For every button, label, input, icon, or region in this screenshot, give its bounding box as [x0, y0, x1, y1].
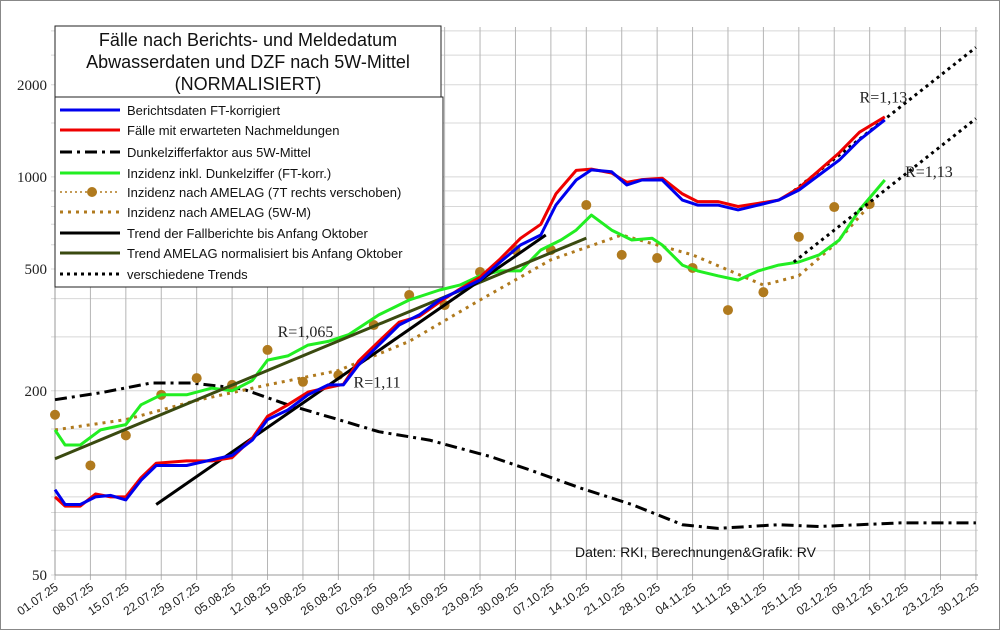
data-point — [50, 409, 60, 420]
legend-label: verschiedene Trends — [127, 267, 248, 282]
chart-title-line-2: Abwasserdaten und DZF nach 5W-Mittel — [86, 52, 410, 72]
legend: Berichtsdaten FT-korrigiert Fälle mit erw… — [54, 96, 444, 288]
legend-label: Inzidenz nach AMELAG (5W-M) — [127, 205, 311, 220]
data-point — [262, 344, 273, 355]
legend-label: Dunkelzifferfaktor aus 5W-Mittel — [127, 145, 311, 160]
series-line — [54, 381, 976, 530]
data-point — [616, 249, 627, 260]
chart-title-line-1: Fälle nach Berichts- und Meldedatum — [99, 30, 397, 50]
legend-label: Inzidenz inkl. Dunkelziffer (FT-korr.) — [127, 166, 331, 181]
data-point — [652, 253, 663, 264]
legend-label: Inzidenz nach AMELAG (7T rechts verschob… — [127, 185, 401, 200]
data-point — [758, 287, 769, 298]
y-tick-label: 2000 — [17, 78, 47, 94]
data-point — [297, 376, 308, 387]
annotation-label: R=1,13 — [860, 90, 908, 107]
series-line — [54, 204, 871, 432]
legend-label: Berichtsdaten FT-korrigiert — [127, 103, 281, 118]
legend-label: Trend der Fallberichte bis Anfang Oktobe… — [127, 226, 369, 241]
y-tick-label: 1000 — [17, 170, 47, 186]
data-point — [829, 202, 840, 213]
data-point — [722, 305, 733, 316]
data-point — [120, 430, 131, 441]
legend-label: Trend AMELAG normalisiert bis Anfang Okt… — [127, 246, 403, 261]
series-line — [54, 236, 587, 461]
data-point — [581, 200, 592, 211]
chart-title-box: Fälle nach Berichts- und Meldedatum Abwa… — [54, 25, 442, 98]
y-tick-label: 50 — [32, 568, 47, 584]
legend-label: Fälle mit erwarteten Nachmeldungen — [127, 123, 339, 138]
annotation-label: R=1,065 — [278, 324, 334, 341]
annotation-label: R=1,13 — [905, 164, 953, 181]
data-point — [404, 290, 415, 301]
chart-title-line-3: (NORMALISIERT) — [175, 74, 322, 94]
data-point — [85, 460, 96, 471]
series-line — [53, 118, 886, 506]
annotation-label: R=1,11 — [354, 374, 401, 391]
legend-marker — [87, 187, 97, 197]
y-tick-label: 200 — [25, 384, 48, 400]
source-note: Daten: RKI, Berechnungen&Grafik: RV — [575, 544, 817, 560]
data-point — [793, 231, 804, 242]
y-tick-label: 500 — [25, 262, 48, 278]
data-point — [191, 373, 202, 384]
